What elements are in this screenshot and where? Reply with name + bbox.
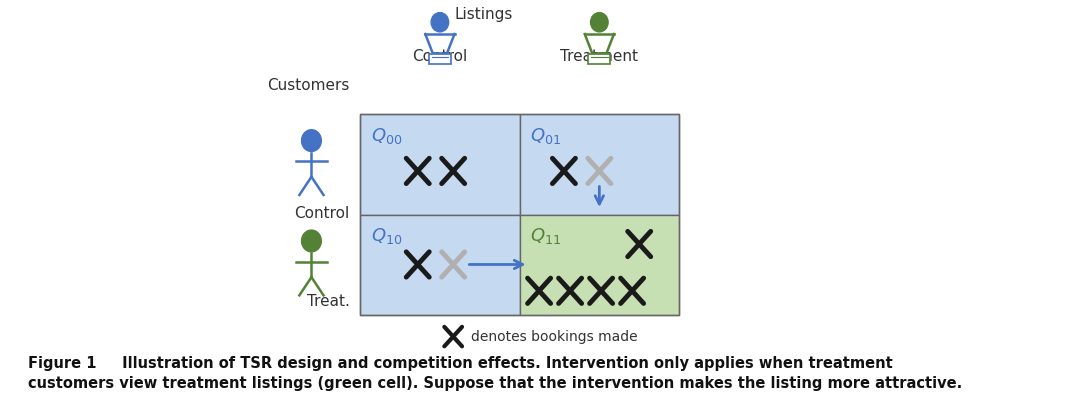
- Text: $Q_{00}$: $Q_{00}$: [370, 126, 402, 146]
- Bar: [519, 215, 679, 315]
- Bar: [360, 114, 679, 315]
- Bar: [360, 215, 519, 315]
- Text: Customers: Customers: [267, 78, 350, 93]
- Text: Treat.: Treat.: [307, 294, 350, 309]
- Text: Treatment: Treatment: [561, 49, 638, 64]
- Text: $Q_{10}$: $Q_{10}$: [370, 227, 402, 247]
- Text: denotes bookings made: denotes bookings made: [471, 330, 637, 344]
- Text: Control: Control: [294, 206, 350, 221]
- Text: $Q_{01}$: $Q_{01}$: [530, 126, 562, 146]
- Circle shape: [591, 13, 608, 32]
- Circle shape: [301, 230, 322, 252]
- Bar: [429, 54, 450, 63]
- Bar: [589, 54, 610, 63]
- Circle shape: [431, 13, 448, 32]
- Circle shape: [301, 130, 322, 151]
- Text: customers view treatment listings (green cell). Suppose that the intervention ma: customers view treatment listings (green…: [28, 375, 962, 390]
- Text: Figure 1     Illustration of TSR design and competition effects. Intervention on: Figure 1 Illustration of TSR design and …: [28, 356, 893, 371]
- Text: Listings: Listings: [455, 7, 513, 22]
- Bar: [519, 114, 679, 215]
- Text: $Q_{11}$: $Q_{11}$: [530, 227, 562, 247]
- Text: Control: Control: [413, 49, 468, 64]
- Bar: [360, 114, 519, 215]
